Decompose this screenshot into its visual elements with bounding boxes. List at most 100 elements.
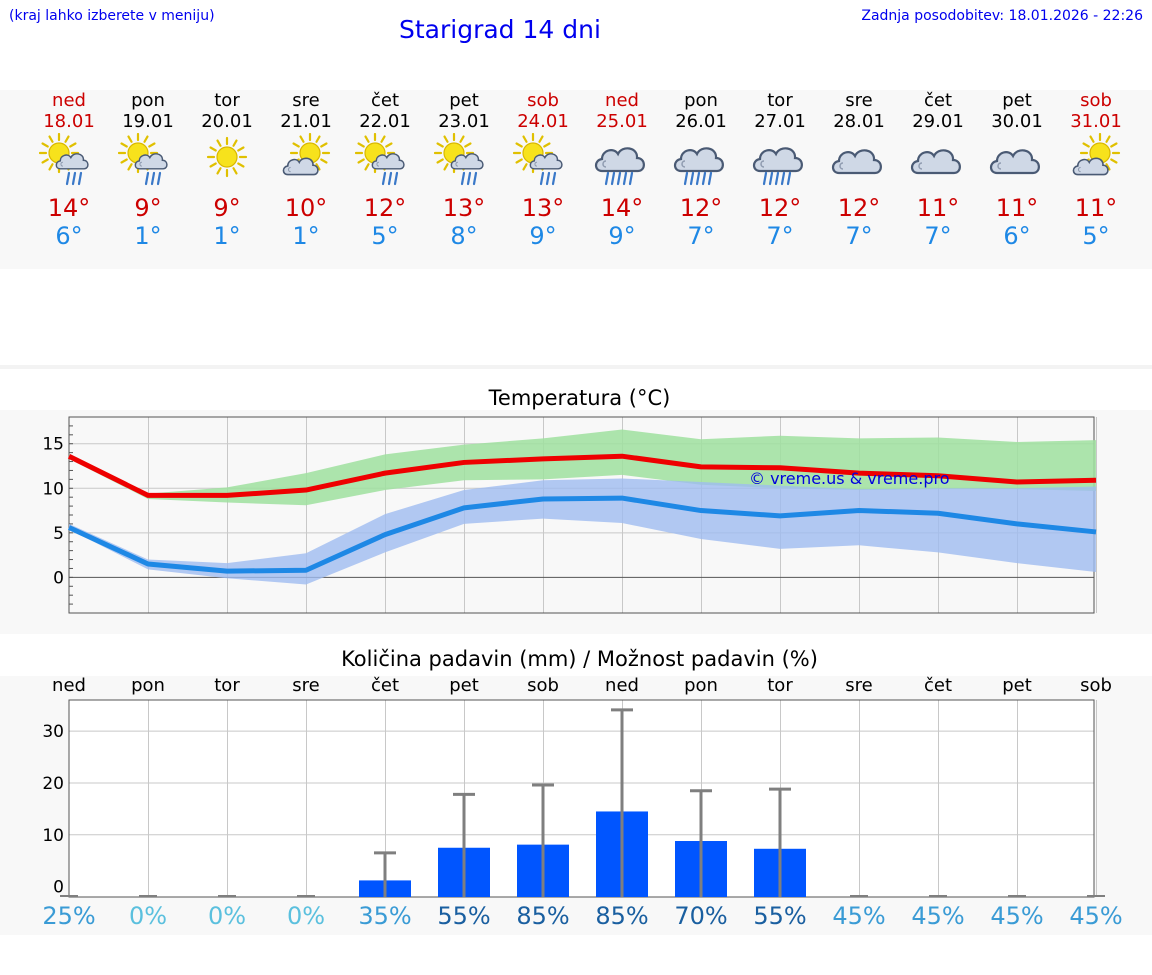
forecast-day: pon 26.01 12° 7° xyxy=(662,90,741,250)
forecast-day: sre 28.01 12° 7° xyxy=(820,90,899,250)
day-name: čet xyxy=(923,90,953,111)
precipitation-day-label: pet xyxy=(1002,675,1032,696)
cloud-icon xyxy=(978,133,1057,195)
day-date: 22.01 xyxy=(359,111,411,132)
max-temperature: 9° xyxy=(213,194,241,222)
day-date: 30.01 xyxy=(991,111,1043,132)
min-temperature: 5° xyxy=(1082,222,1110,250)
min-temperature: 1° xyxy=(213,222,241,250)
cloud-icon xyxy=(820,133,899,195)
day-name: ned xyxy=(52,90,86,111)
min-temperature: 7° xyxy=(845,222,873,250)
day-date: 21.01 xyxy=(280,111,332,132)
precipitation-probability: 45% xyxy=(911,902,965,930)
temperature-max-line xyxy=(67,453,1097,498)
precipitation-probability: 0% xyxy=(207,902,247,930)
temperature-chart-title: Temperatura (°C) xyxy=(488,386,671,410)
day-date: 28.01 xyxy=(833,111,885,132)
precipitation-probability: 85% xyxy=(595,902,649,930)
forecast-day: pon 19.01 9° 1° xyxy=(109,90,188,250)
forecast-day: tor 27.01 12° 7° xyxy=(741,90,820,250)
precipitation-y-tick: 10 xyxy=(42,826,64,846)
day-name: pet xyxy=(1002,90,1032,111)
header-note: (kraj lahko izberete v meniju) xyxy=(9,8,215,24)
min-temperature: 6° xyxy=(55,222,83,250)
precipitation-day-label: pet xyxy=(449,675,479,696)
day-date: 24.01 xyxy=(517,111,569,132)
last-update: Zadnja posodobitev: 18.01.2026 - 22:26 xyxy=(861,8,1143,24)
sun-cloud-rain-icon xyxy=(425,133,504,195)
max-temperature: 9° xyxy=(134,194,162,222)
max-temperature: 12° xyxy=(363,194,407,222)
temperature-min-band xyxy=(69,478,1096,585)
min-temperature: 1° xyxy=(134,222,162,250)
precipitation-day-label: čet xyxy=(370,675,400,696)
forecast-day: sob 31.01 11° 5° xyxy=(1057,90,1136,250)
precipitation-day-label: pon xyxy=(684,675,718,696)
min-temperature: 9° xyxy=(529,222,557,250)
precipitation-day-label: ned xyxy=(52,675,86,696)
day-name: sre xyxy=(292,90,320,111)
sun-icon xyxy=(188,133,267,195)
max-temperature: 12° xyxy=(837,194,881,222)
precipitation-probability: 85% xyxy=(516,902,570,930)
precipitation-probability: 0% xyxy=(286,902,326,930)
sun-cloud-rain-icon xyxy=(504,133,583,195)
cloud-icon xyxy=(899,133,978,195)
max-temperature: 14° xyxy=(600,194,644,222)
forecast-day: ned 25.01 14° 9° xyxy=(583,90,662,250)
sun-cloud-rain-icon xyxy=(30,133,109,195)
forecast-day: pet 23.01 13° 8° xyxy=(425,90,504,250)
day-date: 19.01 xyxy=(122,111,174,132)
temperature-y-tick: 10 xyxy=(42,479,64,499)
precipitation-probability: 70% xyxy=(674,902,728,930)
sun-cloud-icon xyxy=(1057,133,1136,195)
max-temperature: 14° xyxy=(47,194,91,222)
max-temperature: 13° xyxy=(442,194,486,222)
forecast-day: sre 21.01 10° 1° xyxy=(267,90,346,250)
min-temperature: 7° xyxy=(766,222,794,250)
precipitation-probability: 55% xyxy=(437,902,491,930)
max-temperature: 12° xyxy=(758,194,802,222)
precipitation-y-tick: 20 xyxy=(42,774,64,794)
temperature-y-tick: 5 xyxy=(53,524,64,544)
min-temperature: 1° xyxy=(292,222,320,250)
forecast-day: pet 30.01 11° 6° xyxy=(978,90,1057,250)
min-temperature: 7° xyxy=(687,222,715,250)
day-date: 26.01 xyxy=(675,111,727,132)
min-temperature: 7° xyxy=(924,222,952,250)
day-name: sre xyxy=(845,90,873,111)
forecast-day: tor 20.01 9° 1° xyxy=(188,90,267,250)
watermark-text: © vreme.us & vreme.pro xyxy=(749,469,950,488)
min-temperature: 5° xyxy=(371,222,399,250)
day-date: 25.01 xyxy=(596,111,648,132)
precipitation-chart-title: Količina padavin (mm) / Možnost padavin … xyxy=(341,647,818,671)
precipitation-probability: 25% xyxy=(42,902,96,930)
max-temperature: 11° xyxy=(916,194,960,222)
precipitation-day-label: tor xyxy=(214,675,240,696)
sun-cloud-rain-icon xyxy=(109,133,188,195)
day-date: 20.01 xyxy=(201,111,253,132)
day-name: sob xyxy=(527,90,559,111)
precipitation-probability: 0% xyxy=(128,902,168,930)
cloud-rain-icon xyxy=(662,133,741,195)
day-name: pon xyxy=(684,90,718,111)
max-temperature: 12° xyxy=(679,194,723,222)
precipitation-y-tick: 0 xyxy=(53,878,64,898)
day-date: 18.01 xyxy=(43,111,95,132)
forecast-day: sob 24.01 13° 9° xyxy=(504,90,583,250)
day-date: 31.01 xyxy=(1070,111,1122,132)
max-temperature: 13° xyxy=(521,194,565,222)
min-temperature: 8° xyxy=(450,222,478,250)
sun-cloud-icon xyxy=(267,133,346,195)
precipitation-day-label: pon xyxy=(131,675,165,696)
day-name: sob xyxy=(1080,90,1112,111)
day-name: čet xyxy=(370,90,400,111)
page-title: Starigrad 14 dni xyxy=(399,15,601,44)
day-name: pon xyxy=(131,90,165,111)
max-temperature: 10° xyxy=(284,194,328,222)
precipitation-day-label: sre xyxy=(292,675,320,696)
precipitation-day-label: sob xyxy=(1080,675,1112,696)
sun-cloud-rain-icon xyxy=(346,133,425,195)
